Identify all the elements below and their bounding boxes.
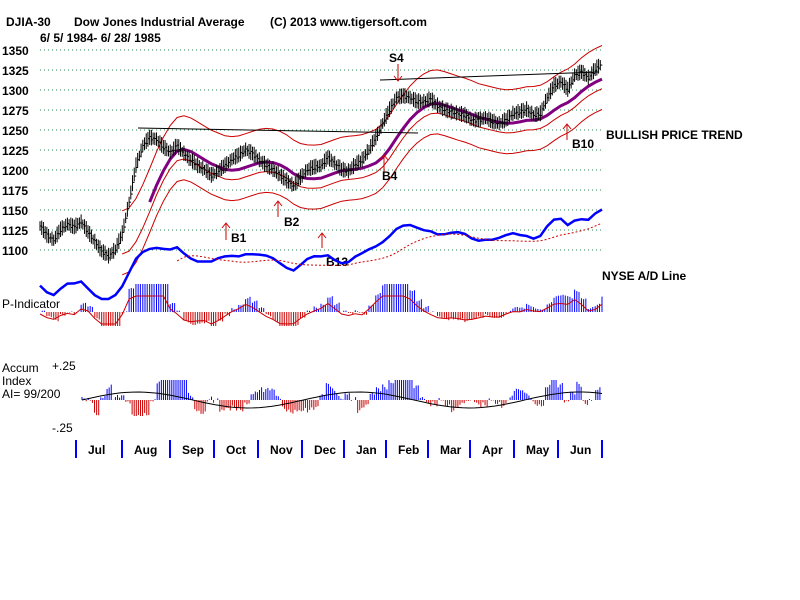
accum-title: Accum <box>2 361 39 375</box>
month-label: Dec <box>314 443 336 457</box>
signal-b1: B1 <box>221 222 247 245</box>
y-tick-label: 1125 <box>2 224 28 238</box>
y-tick-label: 1225 <box>2 144 29 158</box>
month-axis: Jul Aug Sep Oct Nov Dec Jan Feb Mar Apr May Jun <box>75 440 603 458</box>
price-axis: 1350 1325 1300 1275 1250 1225 1200 1175 1150 1125… <box>2 44 29 258</box>
signal-b2: B2 <box>273 200 300 229</box>
month-label: Nov <box>270 443 293 457</box>
y-tick-label: 1325 <box>2 64 29 78</box>
accum-bottom-label: -.25 <box>52 421 73 435</box>
upper-band-line <box>122 45 603 212</box>
svg-text:B4: B4 <box>382 169 398 183</box>
month-label: Feb <box>398 443 419 457</box>
chart-symbol: DJIA-30 <box>6 15 51 29</box>
ai-value: AI= 99/200 <box>2 387 61 401</box>
ad-line-average <box>176 222 603 266</box>
month-label: Sep <box>182 443 204 457</box>
y-tick-label: 1350 <box>2 44 29 58</box>
ad-line-label: NYSE A/D Line <box>602 269 687 283</box>
month-label: Jun <box>570 443 591 457</box>
y-tick-label: 1150 <box>2 204 28 218</box>
nyse-ad-line <box>39 208 603 301</box>
chart-title: Dow Jones Industrial Average <box>74 15 245 29</box>
signal-s4: S4 <box>389 51 404 82</box>
accum-average <box>81 391 603 409</box>
accumulation-index-histogram <box>81 380 603 416</box>
svg-text:B10: B10 <box>572 137 594 151</box>
month-label: Jul <box>88 443 105 457</box>
p-indicator-label: P-Indicator <box>2 297 60 311</box>
svg-text:B2: B2 <box>284 215 300 229</box>
y-tick-label: 1250 <box>2 124 29 138</box>
trend-label: BULLISH PRICE TREND <box>606 128 743 142</box>
y-tick-label: 1275 <box>2 104 29 118</box>
svg-text:S4: S4 <box>389 51 404 65</box>
svg-text:B1: B1 <box>231 231 247 245</box>
ad-line-path <box>39 208 603 301</box>
resistance-line-feb <box>379 71 599 81</box>
p-indicator-histogram <box>39 284 603 326</box>
resistance-line-aug <box>137 127 419 134</box>
month-label: Jan <box>356 443 377 457</box>
signal-b4: B4 <box>379 154 398 183</box>
month-label: Mar <box>440 443 462 457</box>
signal-b10: B10 <box>562 123 594 151</box>
accum-top-label: +.25 <box>52 359 76 373</box>
chart-date-range: 6/ 5/ 1984- 6/ 28/ 1985 <box>40 31 161 45</box>
p-indicator-average <box>39 295 603 325</box>
price-bars <box>39 58 603 264</box>
y-tick-label: 1100 <box>2 244 28 258</box>
month-label: Oct <box>226 443 246 457</box>
month-label: May <box>526 443 550 457</box>
chart-copyright: (C) 2013 www.tigersoft.com <box>270 15 427 29</box>
month-label: Aug <box>134 443 157 457</box>
accum-subtitle: Index <box>2 374 31 388</box>
y-tick-label: 1300 <box>2 84 29 98</box>
lower-band-line <box>122 109 603 276</box>
y-tick-label: 1175 <box>2 184 28 198</box>
y-tick-label: 1200 <box>2 164 29 178</box>
month-label: Apr <box>482 443 503 457</box>
